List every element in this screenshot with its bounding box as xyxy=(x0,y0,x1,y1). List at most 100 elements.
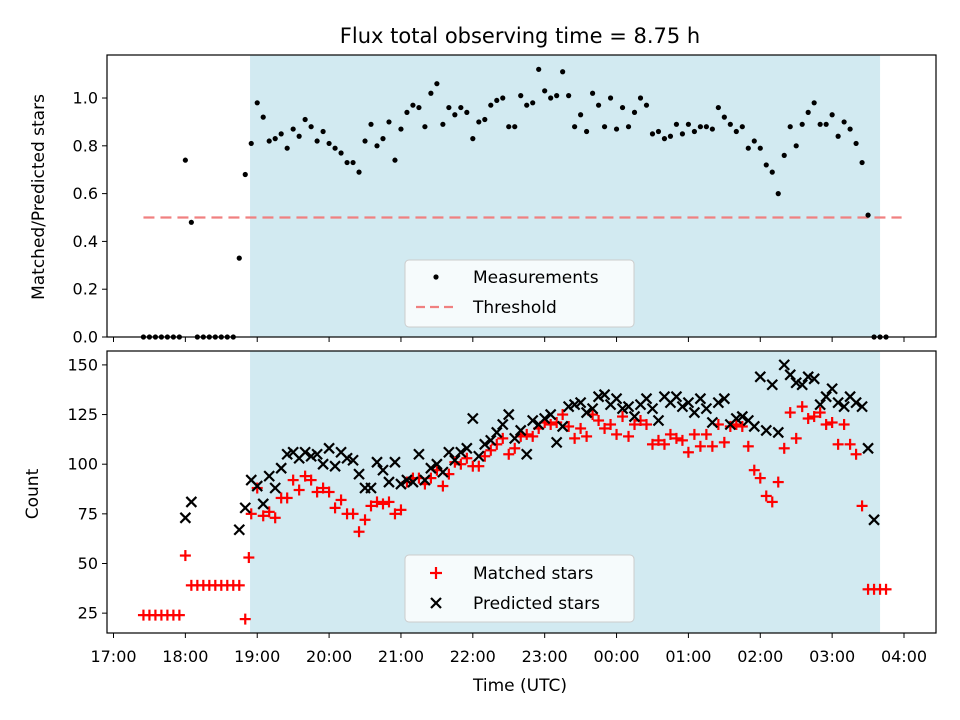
xtick-label-3: 20:00 xyxy=(306,647,352,666)
measurement-point-77 xyxy=(601,124,608,130)
measurement-point-70 xyxy=(560,69,566,75)
matched-star-point-59 xyxy=(485,444,497,456)
measurement-point-37 xyxy=(362,138,368,144)
matched-star-point-81 xyxy=(617,411,629,423)
measurement-point-69 xyxy=(554,93,560,99)
predicted-star-point-70 xyxy=(640,392,653,405)
matched-star-point-25 xyxy=(281,492,293,504)
matched-star-point-57 xyxy=(473,460,485,472)
matched-star-point-33 xyxy=(329,502,341,514)
matched-star-point-99 xyxy=(724,420,736,432)
predicted-star-point-68 xyxy=(628,410,641,423)
matched-star-point-118 xyxy=(838,418,850,430)
legend-predicted-label: Predicted stars xyxy=(473,594,600,614)
measurement-point-74 xyxy=(584,128,590,135)
matched-star-point-28 xyxy=(299,470,311,482)
x-axis-label: Time (UTC) xyxy=(472,676,567,696)
matched-star-point-43 xyxy=(389,508,401,520)
measurement-point-73 xyxy=(578,112,584,118)
matched-star-point-16 xyxy=(233,579,245,591)
top-ytick-label-5: 1.0 xyxy=(73,89,98,108)
measurement-point-48 xyxy=(428,90,434,96)
measurement-point-121 xyxy=(865,212,871,218)
bottom-axes-frame xyxy=(106,350,937,634)
xtick-label-6: 23:00 xyxy=(522,647,568,666)
measurement-point-115 xyxy=(829,112,835,118)
matched-star-point-86 xyxy=(646,438,658,450)
predicted-star-point-37 xyxy=(443,446,455,459)
matched-star-point-80 xyxy=(611,428,623,440)
measurement-point-27 xyxy=(302,116,308,123)
measurement-point-36 xyxy=(356,169,362,175)
matched-star-point-39 xyxy=(365,500,377,512)
matched-star-point-63 xyxy=(509,442,521,454)
measurement-point-114 xyxy=(823,121,829,127)
measurement-point-35 xyxy=(350,159,356,166)
top-ytick-label-2: 0.4 xyxy=(73,232,98,251)
measurement-point-108 xyxy=(787,124,793,130)
measurement-point-65 xyxy=(530,100,536,106)
predicted-star-point-8 xyxy=(269,482,281,494)
predicted-star-point-15 xyxy=(311,448,323,461)
predicted-star-point-31 xyxy=(407,476,419,488)
measurement-point-92 xyxy=(691,128,697,135)
matched-star-point-22 xyxy=(263,506,275,518)
measurement-point-43 xyxy=(398,126,404,132)
measurement-point-59 xyxy=(494,97,500,104)
measurement-point-118 xyxy=(847,126,853,132)
measurement-point-98 xyxy=(727,121,733,127)
matched-star-point-93 xyxy=(688,428,700,440)
measurement-point-95 xyxy=(709,126,715,132)
measurement-point-84 xyxy=(643,102,650,108)
matched-star-point-20 xyxy=(251,482,263,494)
predicted-star-point-83 xyxy=(718,392,731,405)
predicted-star-point-5 xyxy=(251,480,264,492)
matched-star-point-91 xyxy=(676,434,688,446)
measurement-point-26 xyxy=(296,133,302,139)
measurement-point-17 xyxy=(242,171,248,178)
measurement-point-86 xyxy=(655,128,662,135)
matched-star-point-30 xyxy=(311,486,323,498)
xtick-label-0: 17:00 xyxy=(90,647,136,666)
predicted-star-point-46 xyxy=(496,418,509,431)
predicted-star-point-65 xyxy=(610,392,623,405)
predicted-star-point-80 xyxy=(700,402,713,415)
top-panel: 0.0 0.2 0.4 0.6 0.8 1.0 Flux total observing … xyxy=(29,24,937,347)
measurement-point-104 xyxy=(763,162,769,168)
predicted-star-point-55 xyxy=(550,436,563,449)
measurement-point-46 xyxy=(416,104,422,111)
measurement-point-21 xyxy=(266,138,272,144)
predicted-star-point-40 xyxy=(461,442,473,455)
predicted-star-point-101 xyxy=(826,382,838,395)
measurement-point-89 xyxy=(673,121,680,127)
measurement-point-16 xyxy=(236,255,242,261)
predicted-star-point-88 xyxy=(748,420,761,433)
predicted-star-point-90 xyxy=(760,424,773,437)
matched-star-point-60 xyxy=(491,438,503,450)
predicted-star-point-91 xyxy=(766,378,779,391)
predicted-star-point-92 xyxy=(772,426,785,439)
predicted-star-point-13 xyxy=(299,446,311,459)
bottom-panel: 25 50 75 100 125 150 17:00 18:00 19:00 20:00 21:0… xyxy=(23,350,937,696)
measurement-point-105 xyxy=(769,169,775,175)
matched-star-point-54 xyxy=(455,458,467,470)
bottom-legend-box xyxy=(404,554,635,623)
predicted-star-point-41 xyxy=(467,412,479,425)
predicted-star-point-86 xyxy=(736,410,749,423)
measurement-point-66 xyxy=(536,66,542,72)
predicted-star-point-82 xyxy=(712,396,725,409)
predicted-star-point-7 xyxy=(263,470,275,482)
predicted-star-point-47 xyxy=(502,408,515,421)
predicted-star-point-79 xyxy=(694,392,707,405)
measurement-point-107 xyxy=(781,152,787,158)
predicted-star-point-33 xyxy=(419,474,431,486)
measurement-point-79 xyxy=(613,126,620,132)
xtick-label-2: 19:00 xyxy=(234,647,280,666)
predicted-star-point-67 xyxy=(622,400,635,413)
predicted-star-point-56 xyxy=(556,420,569,433)
bottom-x-ticks: 17:00 18:00 19:00 20:00 21:00 22:00 23:00 00:00… xyxy=(90,633,927,666)
matched-star-point-78 xyxy=(599,422,611,434)
matched-star-point-38 xyxy=(359,514,371,526)
legend-matched-label: Matched stars xyxy=(473,564,593,584)
predicted-star-point-106 xyxy=(856,400,868,413)
